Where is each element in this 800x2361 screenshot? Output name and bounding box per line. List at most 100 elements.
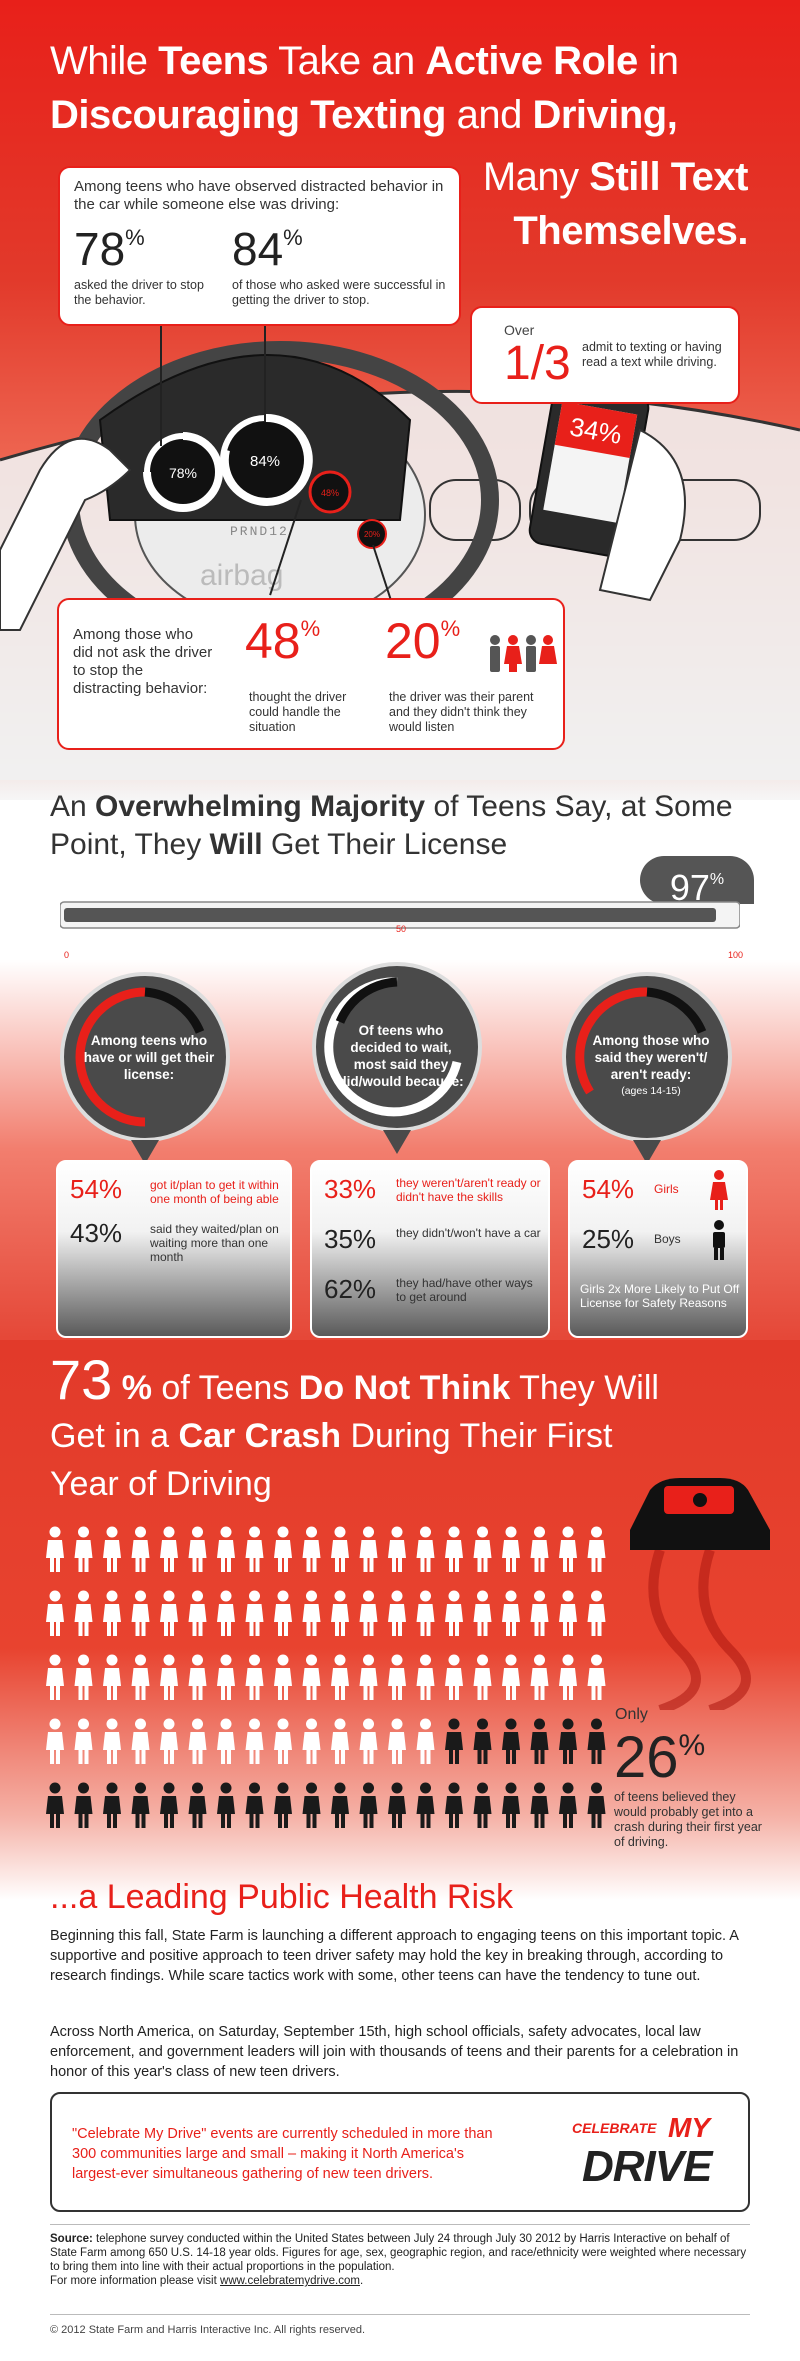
- footer-divider-2: [50, 2314, 750, 2315]
- stat-48-desc: thought the driver could handle the situ…: [249, 690, 347, 734]
- person-icon: [388, 1718, 406, 1764]
- bubble-2-pin: [383, 1130, 411, 1154]
- person-icon-believer: [274, 1782, 292, 1828]
- person-icon: [530, 1526, 549, 1572]
- license-meter: [60, 901, 740, 929]
- celebrate-link[interactable]: www.celebratemydrive.com: [220, 2275, 360, 2287]
- person-icon-believer: [587, 1718, 606, 1764]
- did-not-ask-card: Among those who did not ask the driver t…: [57, 598, 565, 750]
- person-icon-believer: [74, 1782, 93, 1828]
- person-icon: [416, 1718, 435, 1764]
- risk-title: ...a Leading Public Health Risk: [50, 1878, 514, 1916]
- license-stats-box-2: 33% they weren't/aren't ready or didn't …: [310, 1160, 550, 1338]
- person-icon: [331, 1590, 349, 1636]
- stat-84: 84%: [232, 223, 303, 275]
- person-icon: [217, 1718, 235, 1764]
- person-icon: [274, 1526, 292, 1572]
- stat-26-desc: of teens believed they would probably ge…: [614, 1790, 762, 1849]
- person-icon: [131, 1654, 150, 1700]
- person-icon: [188, 1654, 207, 1700]
- person-icon: [359, 1718, 378, 1764]
- footer-divider: [50, 2224, 750, 2225]
- person-icon: [388, 1526, 406, 1572]
- girl-icon: [710, 1170, 728, 1210]
- person-icon: [160, 1654, 178, 1700]
- person-icon: [103, 1718, 121, 1764]
- person-icon: [245, 1718, 264, 1764]
- person-icon: [188, 1526, 207, 1572]
- person-icon: [559, 1654, 577, 1700]
- person-icon: [416, 1526, 435, 1572]
- person-icon: [473, 1590, 492, 1636]
- headline-line-2: Discouraging Texting and Driving,: [50, 93, 678, 137]
- person-icon-believer: [131, 1782, 150, 1828]
- person-icon: [74, 1718, 93, 1764]
- person-icon: [160, 1590, 178, 1636]
- person-icon: [331, 1654, 349, 1700]
- person-icon: [74, 1526, 93, 1572]
- gauge-48: [308, 470, 352, 514]
- license-bubble-2: Of teens who decided to wait, most said …: [312, 962, 482, 1132]
- airbag-label: airbag: [200, 559, 283, 592]
- observed-lead: Among teens who have observed distracted…: [74, 178, 444, 213]
- one-third-stat: 1/3: [504, 337, 571, 390]
- person-icon: [416, 1654, 435, 1700]
- person-icon: [217, 1526, 235, 1572]
- person-icon: [217, 1654, 235, 1700]
- person-icon: [331, 1718, 349, 1764]
- person-icon: [245, 1654, 264, 1700]
- person-icon-believer: [103, 1782, 121, 1828]
- person-icon: [359, 1654, 378, 1700]
- person-icon: [502, 1590, 520, 1636]
- person-icon-believer: [46, 1782, 64, 1828]
- person-icon: [274, 1654, 292, 1700]
- person-icon: [188, 1718, 207, 1764]
- texting-card: Over 1/3 admit to texting or having read…: [470, 306, 740, 404]
- celebrate-my-drive-logo: CELEBRATE MY DRIVE: [572, 2112, 712, 2191]
- person-icon: [46, 1654, 64, 1700]
- person-icon: [302, 1654, 321, 1700]
- person-icon: [274, 1718, 292, 1764]
- person-icon-believer: [559, 1718, 577, 1764]
- headline-line-1: While Teens Take an Active Role in: [50, 39, 679, 83]
- person-icon: [74, 1590, 93, 1636]
- person-icon-believer: [530, 1718, 549, 1764]
- person-icon-believer: [388, 1782, 406, 1828]
- person-icon: [160, 1718, 178, 1764]
- stat-78: 78%: [74, 223, 145, 275]
- person-icon: [302, 1590, 321, 1636]
- person-icon: [188, 1590, 207, 1636]
- person-icon: [502, 1654, 520, 1700]
- person-icon: [103, 1590, 121, 1636]
- person-icon: [131, 1526, 150, 1572]
- person-icon: [388, 1590, 406, 1636]
- promo-text: "Celebrate My Drive" events are currentl…: [72, 2126, 493, 2182]
- copyright: © 2012 State Farm and Harris Interactive…: [50, 2324, 366, 2336]
- person-icon: [46, 1718, 64, 1764]
- person-icon: [388, 1654, 406, 1700]
- person-icon: [473, 1654, 492, 1700]
- person-icon: [445, 1526, 463, 1572]
- stat-84-desc: of those who asked were successful in ge…: [232, 278, 446, 307]
- stat-20-desc: the driver was their parent and they did…: [389, 690, 534, 734]
- texting-desc: admit to texting or having read a text w…: [582, 340, 722, 369]
- person-icon: [245, 1590, 264, 1636]
- source-note: Source: telephone survey conducted withi…: [50, 2233, 747, 2287]
- person-icon: [131, 1590, 150, 1636]
- license-bubble-1: Among teens who have or will get their l…: [60, 972, 230, 1142]
- observed-behavior-card: Among teens who have observed distracted…: [58, 166, 461, 326]
- people-grid: [46, 1526, 606, 1828]
- stat-78-desc: asked the driver to stop the behavior.: [74, 278, 204, 307]
- person-icon-believer: [502, 1782, 520, 1828]
- person-icon: [274, 1590, 292, 1636]
- person-icon: [331, 1526, 349, 1572]
- person-icon-believer: [302, 1782, 321, 1828]
- person-icon-believer: [473, 1782, 492, 1828]
- person-icon: [530, 1590, 549, 1636]
- risk-paragraph-2: Across North America, on Saturday, Septe…: [50, 2024, 739, 2080]
- person-icon-believer: [359, 1782, 378, 1828]
- person-icon: [103, 1526, 121, 1572]
- person-icon: [559, 1526, 577, 1572]
- svg-text:PRND12: PRND12: [230, 524, 289, 539]
